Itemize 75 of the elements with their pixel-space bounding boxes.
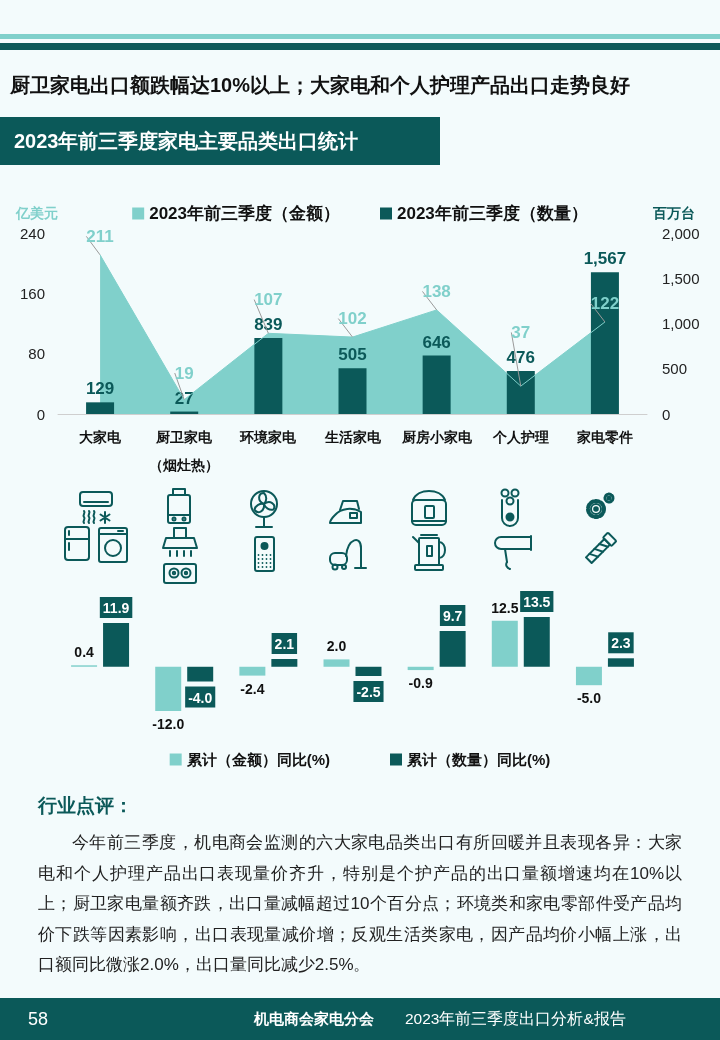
bar <box>323 659 350 667</box>
data-label: -2.5 <box>356 683 381 700</box>
x-tick-label: 环境家电 <box>239 429 298 445</box>
bar <box>239 666 266 676</box>
data-label: 138 <box>422 281 451 301</box>
y2-tick-label: 1,000 <box>662 315 700 332</box>
data-label: 9.7 <box>442 608 463 625</box>
text: 行业点评： <box>38 794 134 818</box>
bar <box>155 666 182 711</box>
legend-label: 2023年前三季度（金额） <box>149 204 341 223</box>
y2-tick-label: 2,000 <box>662 224 700 242</box>
data-label: -2.4 <box>240 680 265 697</box>
data-label: 12.5 <box>491 599 519 616</box>
data-label: 19 <box>174 363 194 383</box>
data-label: 646 <box>422 332 451 352</box>
bar <box>439 631 466 667</box>
y-tick-label: 80 <box>28 345 45 363</box>
bar <box>254 338 283 414</box>
y-tick-label: 160 <box>19 284 45 302</box>
legend-label: 累计（数量）同比(%) <box>406 751 551 768</box>
bar <box>355 666 382 676</box>
data-label: -4.0 <box>188 689 213 706</box>
data-label: 27 <box>174 388 194 408</box>
y-tick-label: 0 <box>36 405 45 423</box>
bar <box>506 370 535 414</box>
bar <box>590 272 619 414</box>
data-label: 37 <box>511 322 531 342</box>
data-label: -0.9 <box>408 675 433 692</box>
x-tick-label: 厨卫家电（烟灶热） <box>149 429 220 473</box>
x-tick-label: 个人护理 <box>491 429 549 445</box>
data-label: 2.0 <box>326 638 347 655</box>
data-label: -5.0 <box>576 690 602 707</box>
text: 今年前三季度，机电商会监测的六大家电品类出口有所回暖并且表现各异：大家电和个人护理产品出口表现量价齐升，特别是个护产品的出口量额增速均在10%以上；厨卫家电量额齐跌，出口量减幅超过10个百分点；环境类和家电零部件受产品均价下跌等因素影响，出口表现量减价增；反观生活类家电，因产品均价小幅上涨，出口额同比微涨2.0%，出口量同比减少2.5%。 <box>38 832 682 976</box>
chart-subtitle: 2023年前三季度家电主要品类出口统计 <box>14 129 359 154</box>
data-label: 476 <box>506 347 535 367</box>
data-label: 107 <box>254 290 283 310</box>
data-label: 1,567 <box>583 249 627 269</box>
legend-label: 累计（金额）同比(%) <box>185 751 330 768</box>
bar <box>86 402 115 414</box>
y2-tick-label: 1,500 <box>662 269 700 287</box>
y-axis-title: 亿美元 <box>15 205 58 221</box>
bar <box>607 658 634 667</box>
data-label: 2.1 <box>274 636 295 653</box>
x-tick-label: 生活家电 <box>323 429 382 445</box>
y2-tick-label: 500 <box>662 360 688 378</box>
x-tick-label: 大家电 <box>79 429 123 445</box>
data-label: 122 <box>590 293 620 313</box>
text: 58 <box>28 1008 49 1030</box>
data-label: 211 <box>86 226 114 246</box>
y-tick-label: 240 <box>19 224 45 242</box>
data-label: 2.3 <box>611 635 631 652</box>
data-label: 505 <box>338 345 367 365</box>
data-label: 102 <box>338 309 367 329</box>
data-label: 13.5 <box>523 594 551 610</box>
data-label: 0.4 <box>74 644 95 661</box>
bar <box>187 666 214 682</box>
bar <box>103 622 130 667</box>
chart-title: 厨卫家电出口额跌幅达10%以上；大家电和个人护理产品出口走势良好 <box>10 73 631 98</box>
bar <box>271 659 298 667</box>
data-label: 839 <box>254 315 283 335</box>
text: 机电商会家电分会 <box>254 1009 374 1029</box>
y2-axis-title: 百万台 <box>652 205 695 221</box>
bar <box>575 666 602 686</box>
data-label: 11.9 <box>102 599 130 616</box>
y2-tick-label: 0 <box>662 405 671 423</box>
text: 2023年前三季度出口分析&报告 <box>405 1009 626 1029</box>
bar <box>407 666 434 671</box>
x-tick-label: 厨房小家电 <box>400 429 473 445</box>
bar <box>338 368 367 414</box>
bar <box>523 617 550 667</box>
bar <box>491 620 518 667</box>
legend-label: 2023年前三季度（数量） <box>397 204 588 223</box>
data-label: -12.0 <box>152 716 185 732</box>
x-tick-label: 家电零件 <box>575 429 633 445</box>
bar <box>422 355 451 414</box>
